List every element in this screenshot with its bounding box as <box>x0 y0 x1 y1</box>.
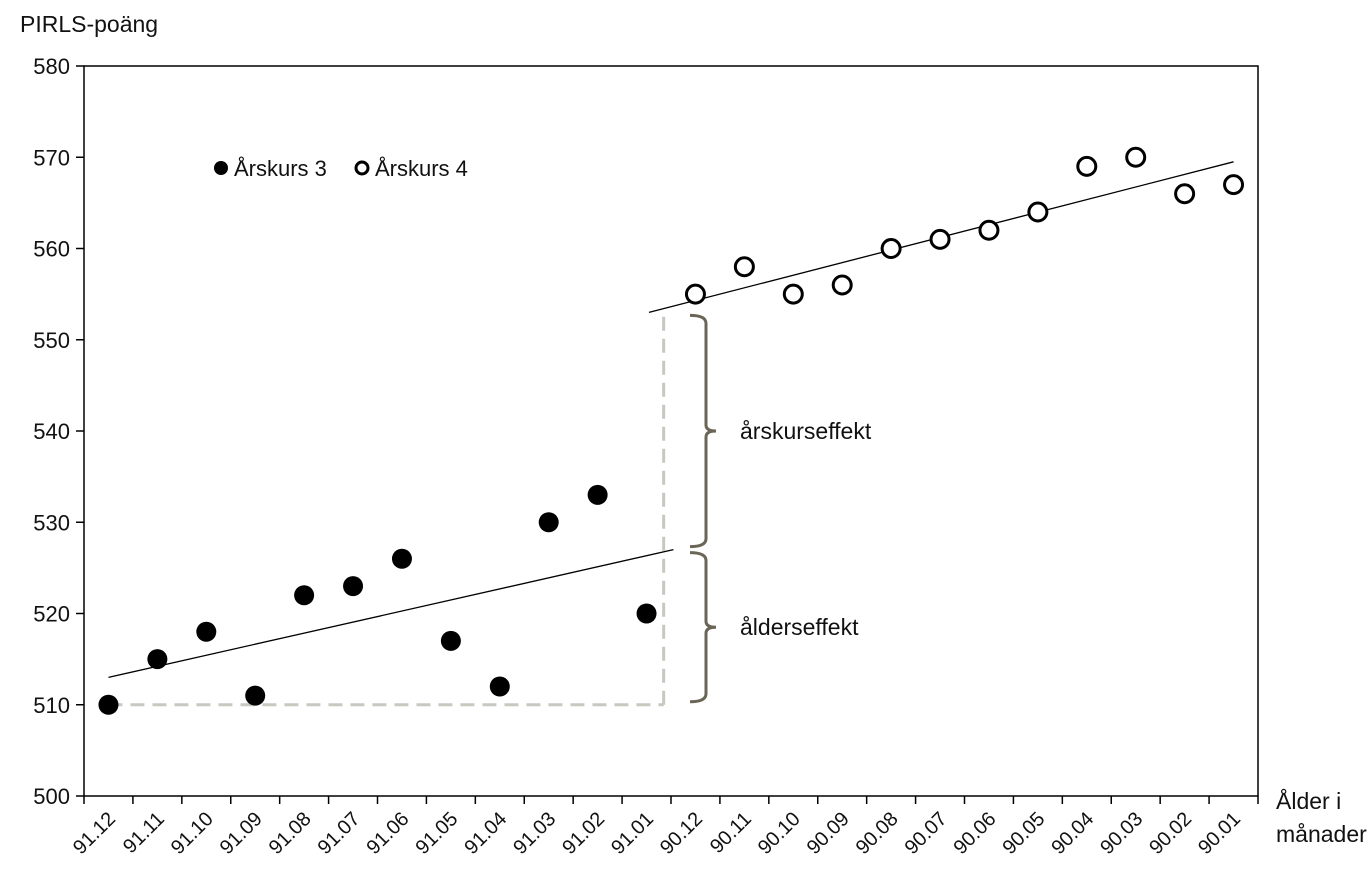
x-tick-label: 90.10 <box>754 808 805 859</box>
x-axis-title-line2: månader <box>1276 821 1367 847</box>
point-arskurs-4 <box>1223 174 1245 196</box>
x-tick-label: 91.05 <box>411 808 462 859</box>
point-arskurs-3 <box>147 649 168 670</box>
x-tick-label: 91.01 <box>607 808 658 859</box>
point-arskurs-4 <box>733 256 755 278</box>
x-tick-label: 90.01 <box>1194 808 1245 859</box>
x-tick-label: 90.07 <box>901 808 952 859</box>
x-tick-label: 90.03 <box>1096 808 1147 859</box>
alderseffekt-brace <box>689 551 717 704</box>
trend-line-arskurs-3 <box>108 548 674 679</box>
x-tick-label: 90.08 <box>852 808 903 859</box>
point-arskurs-4 <box>1027 201 1049 223</box>
legend-marker-arskurs-3 <box>214 161 228 175</box>
x-tick-label: 91.06 <box>363 808 414 859</box>
point-arskurs-3 <box>343 576 364 597</box>
x-tick-label: 90.05 <box>998 808 1049 859</box>
y-tick-label: 530 <box>33 510 70 535</box>
y-tick-label: 510 <box>33 693 70 718</box>
y-tick-label: 560 <box>33 237 70 262</box>
point-arskurs-4 <box>929 228 951 250</box>
arskurseffekt-label: årskurseffekt <box>740 418 872 444</box>
y-tick-label: 500 <box>33 784 70 809</box>
point-arskurs-3 <box>245 685 266 706</box>
x-tick-label: 90.06 <box>950 808 1001 859</box>
x-tick-label: 91.04 <box>460 808 511 859</box>
point-arskurs-4 <box>978 219 1000 241</box>
point-arskurs-3 <box>196 621 217 642</box>
point-arskurs-3 <box>440 630 461 651</box>
point-arskurs-3 <box>294 585 315 606</box>
alderseffekt-label: ålderseffekt <box>740 614 859 640</box>
point-arskurs-4 <box>1125 146 1147 168</box>
point-arskurs-4 <box>831 274 853 296</box>
x-tick-label: 91.07 <box>314 808 365 859</box>
legend-label-arskurs-3: Årskurs 3 <box>234 156 327 181</box>
x-tick-label: 91.10 <box>167 808 218 859</box>
x-tick-label: 91.09 <box>216 808 267 859</box>
point-arskurs-3 <box>489 676 510 697</box>
legend-marker-arskurs-4 <box>354 160 370 176</box>
point-arskurs-4 <box>1174 183 1196 205</box>
arskurseffekt-brace <box>689 313 717 549</box>
y-tick-label: 580 <box>33 54 70 79</box>
x-tick-label: 91.03 <box>509 808 560 859</box>
x-tick-label: 91.08 <box>265 808 316 859</box>
x-axis-title-line1: Ålder i <box>1276 787 1341 814</box>
point-arskurs-4 <box>782 283 804 305</box>
y-tick-label: 550 <box>33 328 70 353</box>
x-tick-label: 90.04 <box>1047 808 1098 859</box>
x-tick-label: 91.12 <box>69 808 120 859</box>
point-arskurs-3 <box>98 694 119 715</box>
x-tick-label: 91.02 <box>558 808 609 859</box>
point-arskurs-3 <box>587 484 608 505</box>
x-tick-label: 90.12 <box>656 808 707 859</box>
point-arskurs-4 <box>1076 155 1098 177</box>
point-arskurs-3 <box>391 548 412 569</box>
x-tick-label: 90.11 <box>706 808 756 858</box>
point-arskurs-3 <box>636 603 657 624</box>
y-tick-label: 540 <box>33 419 70 444</box>
x-tick-label: 90.02 <box>1145 808 1196 859</box>
x-tick-label: 91.11 <box>119 808 169 858</box>
point-arskurs-3 <box>538 512 559 533</box>
point-arskurs-4 <box>880 238 902 259</box>
y-tick-label: 520 <box>33 602 70 627</box>
point-arskurs-4 <box>684 283 706 305</box>
y-axis-title: PIRLS-poäng <box>20 11 158 37</box>
x-tick-label: 90.09 <box>803 808 854 859</box>
legend-label-arskurs-4: Årskurs 4 <box>375 156 468 181</box>
y-tick-label: 570 <box>33 145 70 170</box>
